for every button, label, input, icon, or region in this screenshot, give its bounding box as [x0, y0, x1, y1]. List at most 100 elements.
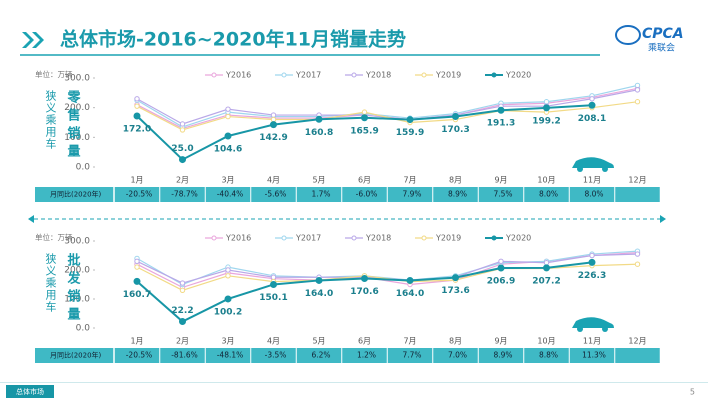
point [179, 287, 186, 293]
data-label: 160.8 [305, 128, 333, 138]
data-label: 164.0 [305, 289, 333, 299]
legend-label: Y2017 [295, 234, 321, 243]
yoy-cell [615, 187, 660, 202]
x-tick-label: 8月 [449, 176, 462, 185]
y-tick-label: 100.0 [64, 295, 90, 305]
legend-label: Y2018 [365, 71, 391, 80]
x-tick-label: 1月 [130, 176, 143, 185]
point [452, 112, 459, 120]
point [133, 112, 141, 120]
point [634, 99, 641, 105]
yoy-value: 7.7% [402, 351, 421, 360]
yoy-value: 8.8% [539, 351, 558, 360]
yoy-value: -81.6% [171, 351, 198, 360]
y-tick-label: 0.0 [76, 324, 91, 334]
point [179, 318, 186, 326]
point [224, 132, 232, 140]
point [179, 121, 186, 127]
yoy-cell [387, 187, 433, 202]
data-label: 160.7 [123, 290, 151, 300]
legend-marker [281, 72, 287, 78]
point [225, 106, 231, 112]
legend-marker [491, 72, 497, 78]
yoy-value: -6.0% [356, 190, 378, 199]
yoy-value: 11.3% [582, 351, 606, 360]
chevron-icon [22, 32, 44, 48]
x-tick-label: 11月 [583, 176, 601, 185]
legend-marker [211, 72, 217, 78]
data-label: 164.0 [396, 289, 424, 299]
logo-mark [615, 25, 641, 45]
legend-marker [421, 72, 427, 78]
yoy-cell [524, 187, 569, 202]
point [270, 274, 277, 280]
data-label: 165.9 [350, 126, 378, 136]
point [406, 276, 414, 284]
point [361, 275, 368, 283]
data-label: 170.3 [441, 125, 469, 135]
yoy-value: -78.7% [171, 190, 198, 199]
x-tick-label: 9月 [494, 176, 507, 185]
logo-text: CPCA [642, 26, 684, 42]
legend-label: Y2017 [295, 71, 321, 80]
data-label: 208.1 [578, 114, 606, 124]
yoy-value: 8.9% [448, 190, 467, 199]
yoy-value: 7.9% [402, 190, 421, 199]
point [497, 264, 505, 272]
x-tick-label: 2月 [176, 337, 189, 346]
point [543, 104, 550, 112]
legend-marker [491, 235, 497, 241]
legend-label: Y2019 [435, 234, 461, 243]
side-label: 狭义乘用车 [44, 253, 57, 313]
legend-label: Y2020 [505, 71, 531, 80]
point [270, 121, 277, 129]
yoy-value: 6.2% [311, 351, 330, 360]
point [497, 106, 505, 114]
yoy-value: 1.7% [311, 190, 330, 199]
footer-tab [6, 385, 54, 398]
x-tick-label: 3月 [221, 176, 234, 185]
yoy-value: 8.9% [493, 351, 512, 360]
yoy-cell [342, 348, 387, 363]
point [315, 115, 323, 123]
x-tick-label: 1月 [130, 337, 143, 346]
point [315, 276, 323, 284]
yoy-value: -20.5% [126, 190, 153, 199]
yoy-cell [569, 187, 615, 202]
y-tick-label: 300.0 [64, 237, 90, 247]
x-tick-label: 6月 [358, 176, 371, 185]
page-number: 5 [690, 388, 695, 397]
yoy-value: 7.0% [448, 351, 467, 360]
x-tick-label: 2月 [176, 176, 189, 185]
yoy-cell [251, 187, 296, 202]
x-tick-label: 4月 [267, 337, 280, 346]
yoy-cell [569, 348, 615, 363]
legend-label: Y2018 [365, 234, 391, 243]
point [406, 116, 414, 124]
data-label: 173.6 [441, 286, 469, 296]
y-tick-label: 200.0 [64, 266, 90, 276]
x-tick-label: 5月 [312, 176, 325, 185]
footer-tab-label: 总体市场 [16, 387, 44, 396]
metric-label: 批发销量 [65, 252, 82, 325]
series-line [136, 84, 638, 128]
car-icon [572, 157, 614, 172]
yoy-value: -48.1% [217, 351, 244, 360]
yoy-cell [114, 348, 160, 363]
legend-marker [351, 72, 357, 78]
point [270, 280, 277, 288]
x-tick-label: 12月 [628, 176, 646, 185]
point [270, 112, 277, 118]
metric-label: 零售销量 [65, 90, 82, 162]
yoy-value: -40.4% [217, 190, 244, 199]
data-label: 206.9 [487, 276, 515, 286]
unit-label: 单位：万辆 [35, 232, 73, 242]
data-label: 104.6 [214, 144, 242, 154]
side-label: 狭义乘用车 [44, 90, 57, 150]
yoy-cell [387, 348, 433, 363]
yoy-cell [251, 348, 296, 363]
footer-line [0, 382, 708, 383]
point [634, 251, 641, 257]
yoy-cell [114, 187, 160, 202]
